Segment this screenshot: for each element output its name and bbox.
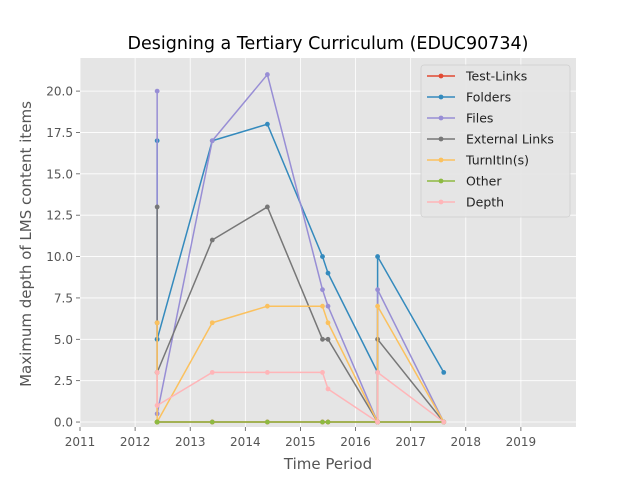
data-point-folders [325,270,331,276]
x-tick-label: 2014 [230,435,261,449]
data-point-files [325,303,331,309]
data-point-other [154,419,160,425]
data-point-folders [375,254,380,259]
chart-title: Designing a Tertiary Curriculum (EDUC907… [128,34,529,54]
data-point-turnitin-s [325,320,331,326]
data-point-external-links [209,237,215,243]
legend-label-external-links: External Links [466,132,554,147]
data-point-turnitin-s [154,320,160,326]
data-point-depth [375,369,380,375]
data-point-external-links [320,336,325,342]
legend-label-other: Other [466,174,502,189]
y-tick-label: 15.0 [46,167,73,181]
y-axis-label: Maximum depth of LMS content items [17,101,35,387]
axis-ticks: 2011 2012 2013 2014 2015 2016 2017 2018 2019 0.0 2… [46,85,536,449]
legend-label-test-links: Test-Links [465,69,527,84]
data-point-depth [154,369,160,375]
legend-marker-external-links [438,136,444,142]
x-tick-label: 2016 [340,435,371,449]
data-point-external-links [325,336,331,342]
x-tick-label: 2019 [506,435,537,449]
data-point-depth [154,403,160,408]
legend-marker-folders [438,94,444,100]
data-point-files [320,287,325,293]
x-tick-label: 2015 [285,435,316,449]
x-axis-label: Time Period [283,455,372,473]
legend-marker-turnitin-s [438,157,444,163]
data-point-turnitin-s [320,303,325,309]
y-tick-label: 10.0 [46,250,73,264]
data-point-files [209,138,215,144]
data-point-turnitin-s [264,303,270,309]
data-point-other [325,419,331,425]
legend-label-turnitin-s: TurnItIn(s) [465,153,529,168]
legend-label-folders: Folders [466,90,511,105]
legend-frame [420,64,571,218]
data-point-files [375,287,380,293]
legend-marker-test-links [438,73,444,79]
data-point-files [264,72,270,77]
data-point-external-links [154,204,160,210]
data-point-depth [441,419,447,425]
legend-marker-files [438,115,444,121]
x-tick-label: 2013 [175,435,206,449]
y-tick-label: 5.0 [54,333,73,347]
data-point-turnitin-s [375,303,380,309]
data-point-depth [375,419,380,425]
x-tick-label: 2012 [120,435,151,449]
y-tick-label: 12.5 [46,209,73,223]
data-point-depth [209,369,215,375]
data-point-depth [264,369,270,375]
x-tick-label: 2017 [395,435,426,449]
data-point-files [154,88,160,94]
data-point-folders [441,369,447,375]
legend-marker-depth [438,199,444,205]
data-point-other [320,419,325,425]
legend-label-depth: Depth [466,195,504,210]
data-point-folders [264,121,270,127]
legend: Test-Links Folders Files External Links Turn… [420,64,571,218]
data-point-depth [320,369,325,375]
y-tick-label: 7.5 [54,291,73,305]
y-tick-label: 20.0 [46,85,73,99]
legend-label-files: Files [466,111,493,126]
y-tick-label: 0.0 [54,416,73,430]
y-tick-label: 2.5 [54,374,73,388]
series-layer [154,72,447,425]
data-point-folders [320,254,325,259]
x-tick-label: 2018 [451,435,482,449]
legend-marker-other [438,178,444,184]
data-point-other [209,419,215,425]
x-tick-label: 2011 [65,435,96,449]
series-depth [154,369,447,425]
data-point-external-links [264,204,270,210]
data-point-depth [325,386,331,392]
data-point-other [264,419,270,425]
data-point-turnitin-s [209,320,215,326]
y-tick-label: 17.5 [46,126,73,140]
